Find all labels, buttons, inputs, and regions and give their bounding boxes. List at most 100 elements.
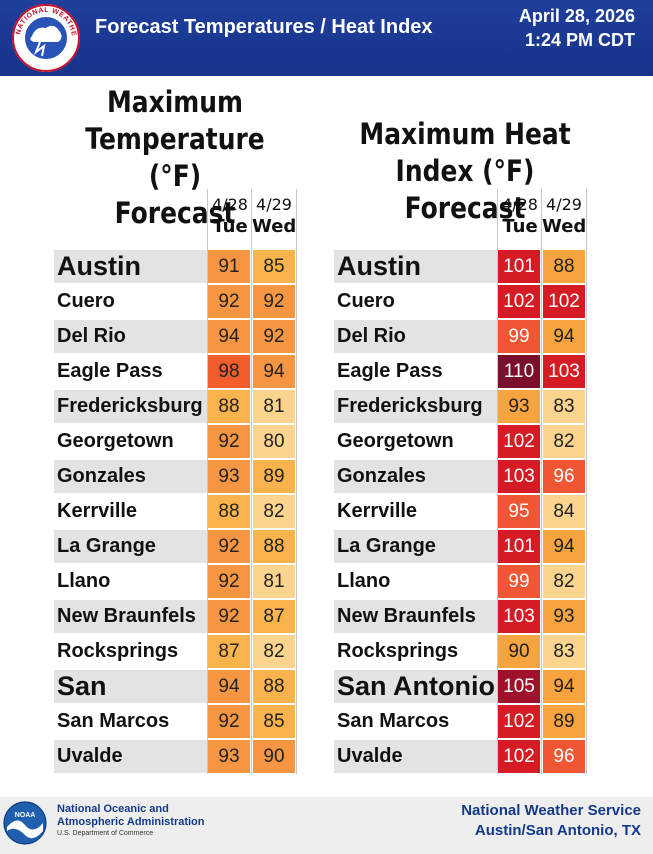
col-day: Tue xyxy=(502,216,538,237)
max-temp-value: 98 xyxy=(208,355,250,388)
max-temp-value: 92 xyxy=(253,285,295,318)
max-temp-value: 85 xyxy=(253,250,295,283)
max-temp-value: 81 xyxy=(253,565,295,598)
heat-index-title-line-2: Index (°F) Forecast xyxy=(395,154,535,225)
table-row: Rocksprings 90 83 xyxy=(334,634,587,669)
max-temp-value: 81 xyxy=(253,390,295,423)
table-row: Llano 92 81 xyxy=(54,564,297,599)
max-temp-value: 92 xyxy=(208,600,250,633)
col-date: 4/29 xyxy=(546,195,582,214)
city-name: Uvalde xyxy=(54,740,207,773)
max-temp-value: 93 xyxy=(208,460,250,493)
heat-index-value: 93 xyxy=(498,390,540,423)
max-temp-value: 92 xyxy=(208,425,250,458)
heat-index-value: 103 xyxy=(498,460,540,493)
max-temp-value: 93 xyxy=(208,740,250,773)
table-row: La Grange 101 94 xyxy=(334,529,587,564)
table-row: Gonzales 103 96 xyxy=(334,459,587,494)
max-temp-value: 89 xyxy=(253,460,295,493)
heat-index-value: 102 xyxy=(498,285,540,318)
city-name: Uvalde xyxy=(334,740,497,773)
table-row: Cuero 92 92 xyxy=(54,284,297,319)
heat-index-value: 84 xyxy=(543,495,585,528)
table-row: Kerrville 95 84 xyxy=(334,494,587,529)
max-temp-value: 90 xyxy=(253,740,295,773)
max-temp-value: 92 xyxy=(208,705,250,738)
table-row: New Braunfels 92 87 xyxy=(54,599,297,634)
city-name: Georgetown xyxy=(334,425,497,458)
city-name: Gonzales xyxy=(54,460,207,493)
city-name: Del Rio xyxy=(54,320,207,353)
table-row: Georgetown 92 80 xyxy=(54,424,297,459)
city-name: Fredericksburg xyxy=(334,390,497,423)
column-divider xyxy=(251,189,252,774)
heat-index-value: 102 xyxy=(543,285,585,318)
max-temp-title: Maximum Temperature (°F) Forecast xyxy=(59,84,291,232)
col-header-tue: 4/28 Tue xyxy=(208,194,252,238)
heat-index-title-line-1: Maximum Heat xyxy=(359,117,571,151)
col-day: Wed xyxy=(252,216,297,237)
heat-index-value: 94 xyxy=(543,670,585,703)
max-temp-value: 92 xyxy=(208,285,250,318)
column-divider xyxy=(296,189,297,774)
noaa-logo-icon: NOAA xyxy=(3,801,47,845)
heat-index-value: 102 xyxy=(498,705,540,738)
column-divider xyxy=(497,189,498,774)
heat-index-value: 103 xyxy=(543,355,585,388)
max-temp-value: 80 xyxy=(253,425,295,458)
heat-index-value: 96 xyxy=(543,740,585,773)
issue-time: 1:24 PM CDT xyxy=(524,30,635,50)
heat-index-value: 89 xyxy=(543,705,585,738)
city-name: Del Rio xyxy=(334,320,497,353)
column-divider xyxy=(207,189,208,774)
heat-index-value: 102 xyxy=(498,425,540,458)
max-temp-value: 87 xyxy=(208,635,250,668)
header-bar: NATIONAL WEATHER SERVICE Forecast Temper… xyxy=(0,0,653,76)
table-row: La Grange 92 88 xyxy=(54,529,297,564)
max-temp-value: 92 xyxy=(208,565,250,598)
heat-index-value: 95 xyxy=(498,495,540,528)
max-temp-value: 91 xyxy=(208,250,250,283)
table-row: San Antonio9488 xyxy=(54,669,297,734)
heat-index-value: 110 xyxy=(498,355,540,388)
content-area: Maximum Temperature (°F) Forecast Maximu… xyxy=(0,76,653,796)
city-name: Cuero xyxy=(54,285,207,318)
table-row: Fredericksburg 88 81 xyxy=(54,389,297,424)
max-temp-value: 94 xyxy=(208,320,250,353)
column-divider xyxy=(541,189,542,774)
issue-date: April 28, 2026 xyxy=(518,6,635,26)
heat-index-title: Maximum Heat Index (°F) Forecast xyxy=(349,116,581,227)
table-row: Austin 101 88 xyxy=(334,249,587,284)
city-name: Georgetown xyxy=(54,425,207,458)
noaa-name: National Oceanic and Atmospheric Adminis… xyxy=(57,803,205,829)
city-name: San Marcos xyxy=(54,705,207,738)
heat-index-value: 82 xyxy=(543,425,585,458)
max-temp-title-line-3: Forecast xyxy=(114,196,236,230)
noaa-name-line-1: National Oceanic and xyxy=(57,803,169,815)
heat-index-value: 105 xyxy=(498,670,540,703)
city-name: Llano xyxy=(54,565,207,598)
max-temp-value: 88 xyxy=(253,530,295,563)
max-temp-value: 88 xyxy=(208,390,250,423)
max-temp-value: 88 xyxy=(253,670,295,703)
max-temp-value: 94 xyxy=(253,355,295,388)
footer: NOAA National Oceanic and Atmospheric Ad… xyxy=(0,797,653,854)
table-row: Del Rio 94 92 xyxy=(54,319,297,354)
city-name: Gonzales xyxy=(334,460,497,493)
max-temp-value: 92 xyxy=(208,530,250,563)
max-temp-value: 82 xyxy=(253,635,295,668)
max-temp-value: 88 xyxy=(208,495,250,528)
heat-index-value: 101 xyxy=(498,530,540,563)
table-row: Cuero 102 102 xyxy=(334,284,587,319)
svg-text:NOAA: NOAA xyxy=(15,812,36,819)
table-row: Fredericksburg 93 83 xyxy=(334,389,587,424)
nws-logo-icon: NATIONAL WEATHER SERVICE xyxy=(10,2,80,72)
col-header-wed: 4/29 Wed xyxy=(542,194,586,238)
issue-datetime: April 28, 2026 1:24 PM CDT xyxy=(519,4,635,52)
city-name: San Antonio xyxy=(334,670,497,703)
city-name: Cuero xyxy=(334,285,497,318)
city-name: Austin xyxy=(54,250,207,283)
table-row: San Marcos 102 89 xyxy=(334,704,587,739)
city-name: Rocksprings xyxy=(334,635,497,668)
heat-index-value: 101 xyxy=(498,250,540,283)
